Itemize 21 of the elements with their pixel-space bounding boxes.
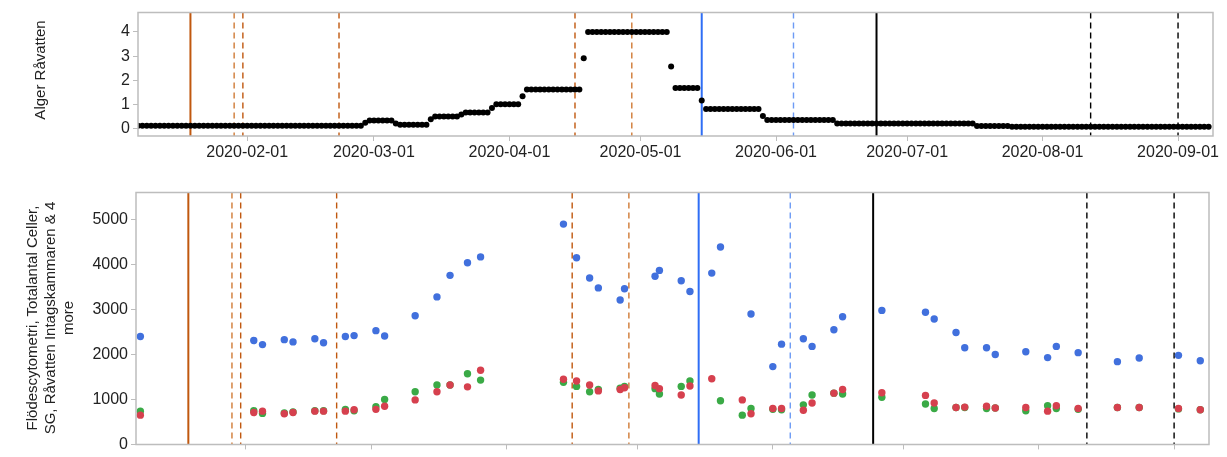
y-axis-title: Flödescytometri, Totalantal Celler, SG, Råvatten Intagskammaren & 4 more bbox=[23, 200, 77, 437]
x-tick-label: 2020-08-01 bbox=[1001, 143, 1084, 161]
y-tick-label: 2000 bbox=[92, 344, 129, 362]
y-tick-label: 5000 bbox=[92, 209, 129, 227]
y-tick-label: 1 bbox=[121, 94, 131, 112]
x-tick-label: 2020-05-01 bbox=[599, 143, 682, 161]
y-tick-label: 3 bbox=[121, 46, 131, 64]
y-tick-label: 0 bbox=[121, 119, 131, 137]
y-tick-label: 4 bbox=[121, 22, 131, 40]
x-tick-label: 2020-06-01 bbox=[735, 143, 818, 161]
x-tick-label: 2020-03-01 bbox=[333, 143, 415, 161]
y-tick-label: 1000 bbox=[92, 389, 129, 407]
y-tick-label: 0 bbox=[119, 434, 129, 452]
y-tick-label: 2 bbox=[121, 70, 131, 88]
y-tick-label: 3000 bbox=[92, 299, 129, 317]
x-tick-label: 2020-09-01 bbox=[1137, 143, 1220, 161]
x-tick-label: 2020-04-01 bbox=[468, 143, 551, 161]
x-tick-label: 2020-02-01 bbox=[206, 143, 289, 161]
y-tick-label: 4000 bbox=[92, 254, 129, 272]
y-axis-title: Alger Råvatten bbox=[31, 19, 49, 122]
x-tick-label: 2020-07-01 bbox=[866, 143, 949, 161]
